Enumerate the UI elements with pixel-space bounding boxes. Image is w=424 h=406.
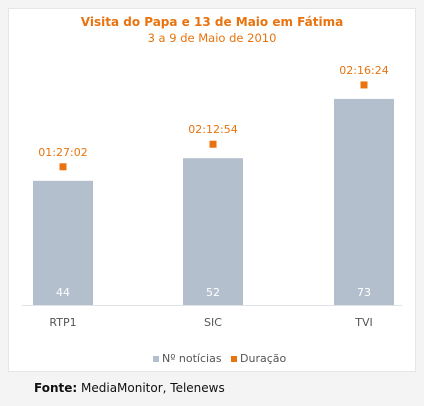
bar-tvi [334, 98, 394, 305]
source-note: Fonte: MediaMonitor, Telenews [34, 381, 225, 395]
chart-title: Visita do Papa e 13 de Maio em Fátima [80, 15, 344, 29]
bar-value-label-sic: 52 [206, 286, 220, 299]
duration-marker-sic [209, 140, 217, 148]
legend-label-duracao: Duração [240, 352, 286, 365]
bar-sic [183, 158, 243, 305]
source-text: MediaMonitor, Telenews [81, 381, 225, 395]
bar-rtp1 [33, 180, 93, 305]
source-label: Fonte: [34, 381, 78, 395]
legend-swatch-duracao [231, 356, 237, 362]
duration-label-sic: 02:12:54 [188, 123, 237, 136]
duration-marker-tvi [360, 81, 368, 89]
bar-value-label-rtp1: 44 [56, 286, 70, 299]
legend-label-noticias: Nº notícias [162, 352, 222, 365]
bar-value-label-tvi: 73 [357, 286, 371, 299]
legend-swatch-noticias [153, 356, 159, 362]
category-label-tvi: TVI [354, 316, 373, 329]
chart-subtitle: 3 a 9 de Maio de 2010 [147, 31, 277, 45]
duration-label-tvi: 02:16:24 [339, 64, 388, 77]
category-label-sic: SIC [204, 316, 222, 329]
category-label-rtp1: RTP1 [49, 316, 76, 329]
duration-marker-rtp1 [59, 163, 67, 171]
duration-label-rtp1: 01:27:02 [38, 146, 87, 159]
